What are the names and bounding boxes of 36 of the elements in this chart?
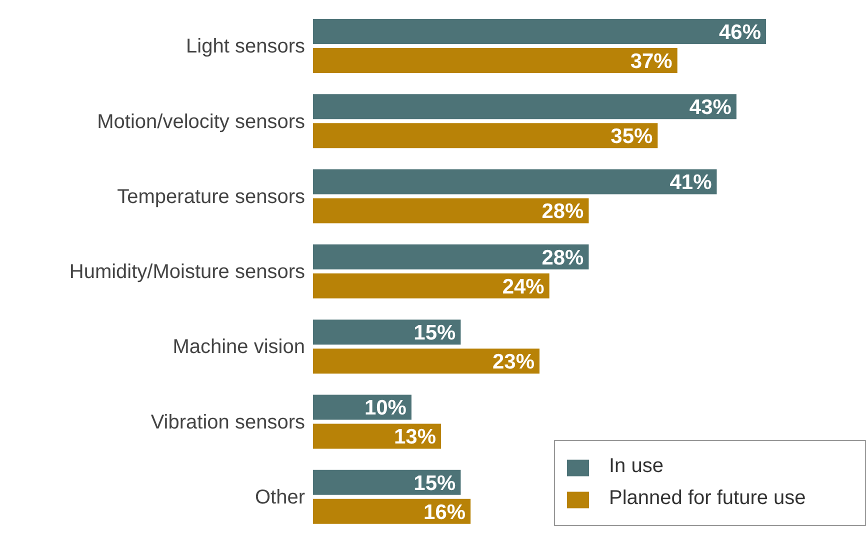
- y-tick-label: Vibration sensors: [150, 411, 305, 434]
- y-tick-label: Other: [254, 486, 306, 509]
- bar: [313, 424, 442, 449]
- y-tick-label: Humidity/Moisture sensors: [69, 261, 305, 284]
- data-label: 46%: [718, 20, 762, 44]
- bar: [313, 498, 471, 524]
- bar: [313, 198, 589, 224]
- y-tick-label: Light sensors: [186, 36, 305, 58]
- bar: [313, 348, 540, 374]
- bar: [313, 19, 766, 44]
- bar: [313, 273, 550, 298]
- y-tick-label: Temperature sensors: [117, 186, 305, 208]
- data-label: 16%: [424, 500, 466, 524]
- y-tick-label: Machine vision: [172, 336, 305, 358]
- bar: [313, 470, 461, 495]
- legend-label: Planned for future use: [609, 487, 806, 509]
- data-label: 15%: [414, 472, 456, 495]
- bar: [313, 320, 461, 345]
- bar: [313, 169, 717, 194]
- data-label: 37%: [630, 50, 673, 73]
- bar: [313, 94, 736, 120]
- bar: [313, 48, 678, 73]
- bar: [313, 244, 589, 270]
- data-label: 43%: [689, 96, 732, 120]
- data-label: 10%: [364, 396, 407, 420]
- data-label: 28%: [542, 246, 584, 270]
- data-label: 28%: [542, 200, 584, 224]
- bar: [313, 123, 658, 148]
- data-label: 13%: [394, 426, 436, 449]
- data-label: 35%: [610, 125, 653, 148]
- legend-label: In use: [609, 455, 664, 477]
- y-tick-label: Motion/velocity sensors: [97, 110, 305, 133]
- data-label: 23%: [492, 350, 535, 374]
- data-label: 24%: [502, 275, 545, 298]
- data-label: 15%: [414, 322, 456, 345]
- data-label: 41%: [670, 171, 712, 194]
